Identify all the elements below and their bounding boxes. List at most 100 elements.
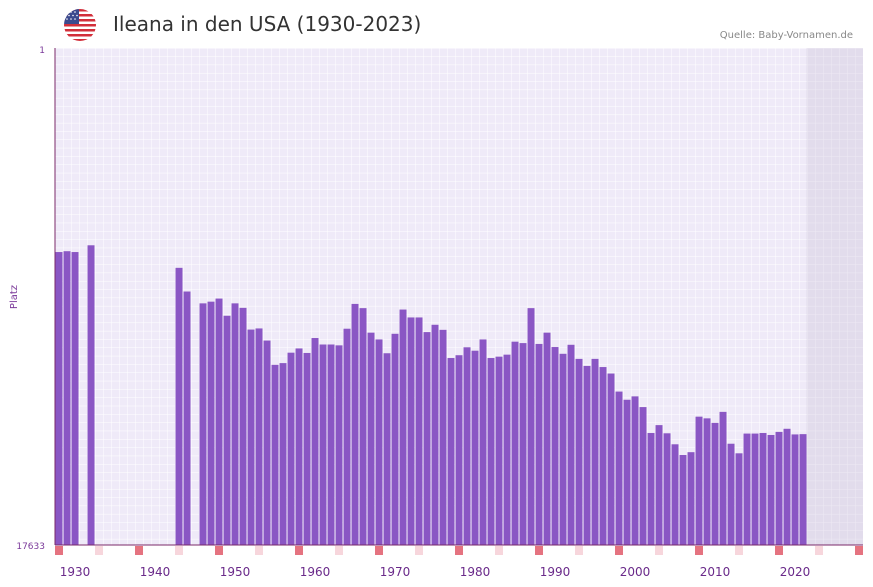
bar-1944 bbox=[183, 291, 191, 545]
bar-2014 bbox=[743, 433, 751, 545]
bar-1969 bbox=[383, 353, 391, 545]
x-tick-1980: 1980 bbox=[460, 565, 491, 579]
bar-1951 bbox=[239, 307, 247, 545]
x-tick-1930: 1930 bbox=[60, 565, 91, 579]
bar-1948 bbox=[215, 298, 223, 545]
marker-light-1953 bbox=[255, 546, 263, 555]
bar-1990 bbox=[551, 347, 559, 545]
x-tick-1940: 1940 bbox=[140, 565, 171, 579]
bar-2021 bbox=[799, 434, 807, 545]
marker-light-2023 bbox=[815, 546, 823, 555]
bar-1977 bbox=[447, 358, 455, 545]
bar-1955 bbox=[271, 364, 279, 545]
bar-2008 bbox=[695, 416, 703, 545]
bar-2018 bbox=[775, 431, 783, 545]
bar-1952 bbox=[247, 329, 255, 545]
bar-1954 bbox=[263, 340, 271, 545]
bar-1930 bbox=[71, 252, 79, 545]
bar-1971 bbox=[399, 309, 407, 545]
bar-2020 bbox=[791, 434, 799, 545]
bar-1976 bbox=[439, 329, 447, 545]
bar-1950 bbox=[231, 303, 239, 545]
x-tick-1970: 1970 bbox=[380, 565, 411, 579]
bar-2004 bbox=[663, 433, 671, 545]
bar-1958 bbox=[295, 348, 303, 545]
chart-header: Ileana in den USA (1930-2023) Quelle: Ba… bbox=[0, 0, 873, 48]
bar-1974 bbox=[423, 332, 431, 545]
bar-1963 bbox=[335, 345, 343, 545]
bar-1997 bbox=[607, 373, 615, 545]
bar-1967 bbox=[367, 332, 375, 545]
bar-1960 bbox=[311, 338, 319, 545]
marker-strong-2008 bbox=[695, 546, 703, 555]
bar-1991 bbox=[559, 353, 567, 545]
bar-1992 bbox=[567, 344, 575, 545]
bar-1998 bbox=[615, 391, 623, 545]
marker-strong-1988 bbox=[535, 546, 543, 555]
y-axis-label: Platz bbox=[9, 285, 20, 309]
bar-2001 bbox=[639, 407, 647, 545]
bar-1983 bbox=[495, 356, 503, 545]
x-tick-1950: 1950 bbox=[220, 565, 251, 579]
bar-1987 bbox=[527, 308, 535, 545]
bar-1972 bbox=[407, 317, 415, 545]
bar-series bbox=[55, 245, 807, 546]
bar-1973 bbox=[415, 317, 423, 545]
marker-strong-1968 bbox=[375, 546, 383, 555]
bar-2000 bbox=[631, 396, 639, 545]
marker-strong-2028 bbox=[855, 546, 863, 555]
bar-1943 bbox=[175, 267, 183, 545]
bar-2002 bbox=[647, 433, 655, 545]
x-tick-2020: 2020 bbox=[780, 565, 811, 579]
marker-light-1943 bbox=[175, 546, 183, 555]
bar-1995 bbox=[591, 358, 599, 545]
usa-flag-icon bbox=[64, 9, 96, 41]
bar-1996 bbox=[599, 367, 607, 545]
bar-2010 bbox=[711, 422, 719, 545]
marker-strong-1958 bbox=[295, 546, 303, 555]
marker-light-1963 bbox=[335, 546, 343, 555]
marker-light-1993 bbox=[575, 546, 583, 555]
bar-1947 bbox=[207, 301, 215, 545]
bar-2015 bbox=[751, 433, 759, 545]
bar-1956 bbox=[279, 363, 287, 545]
x-tick-2000: 2000 bbox=[620, 565, 651, 579]
marker-light-1933 bbox=[95, 546, 103, 555]
source-label: Quelle: Baby-Vornamen.de bbox=[719, 30, 853, 41]
bar-2011 bbox=[719, 411, 727, 545]
bar-2017 bbox=[767, 434, 775, 545]
bar-1957 bbox=[287, 352, 295, 545]
bar-2012 bbox=[727, 443, 735, 545]
bar-1929 bbox=[63, 251, 71, 545]
bar-2005 bbox=[671, 444, 679, 545]
marker-strong-1938 bbox=[135, 546, 143, 555]
x-tick-1960: 1960 bbox=[300, 565, 331, 579]
marker-strong-1998 bbox=[615, 546, 623, 555]
bar-1975 bbox=[431, 324, 439, 545]
bar-1999 bbox=[623, 399, 631, 545]
bar-1985 bbox=[511, 341, 519, 545]
bar-1981 bbox=[479, 339, 487, 545]
x-tick-2010: 2010 bbox=[700, 565, 731, 579]
bar-1970 bbox=[391, 333, 399, 545]
x-axis-ticks: 1930 1940 1950 1960 1970 1980 1990 2000 2010 2020 bbox=[60, 565, 811, 579]
bar-1988 bbox=[535, 343, 543, 545]
bar-1979 bbox=[463, 347, 471, 545]
bar-2013 bbox=[735, 453, 743, 545]
marker-light-1983 bbox=[495, 546, 503, 555]
bar-1986 bbox=[519, 343, 527, 545]
marker-light-1973 bbox=[415, 546, 423, 555]
bar-1949 bbox=[223, 315, 231, 545]
bar-1989 bbox=[543, 332, 551, 545]
chart-title: Ileana in den USA (1930-2023) bbox=[113, 12, 422, 36]
bar-2009 bbox=[703, 418, 711, 545]
decade-markers bbox=[55, 546, 863, 555]
marker-strong-1978 bbox=[455, 546, 463, 555]
bar-1980 bbox=[471, 350, 479, 545]
bar-2003 bbox=[655, 425, 663, 545]
bar-1984 bbox=[503, 354, 511, 545]
bar-1928 bbox=[55, 252, 63, 545]
bar-1968 bbox=[375, 339, 383, 545]
bar-1961 bbox=[319, 344, 327, 545]
